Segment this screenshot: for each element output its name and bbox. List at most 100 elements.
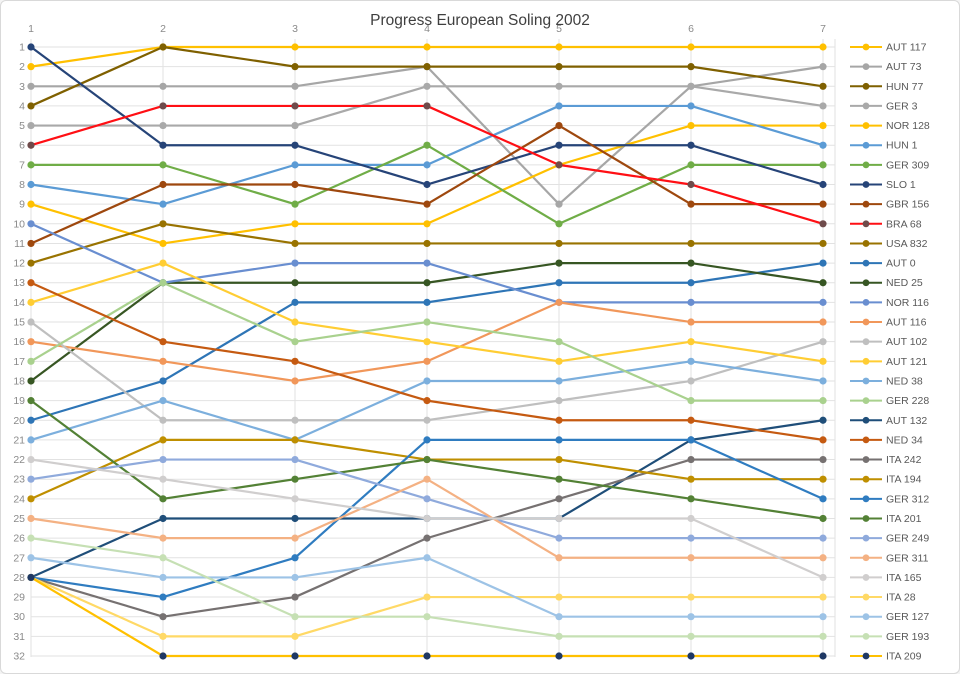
data-point-marker [555, 43, 563, 51]
series-ger-309 [27, 141, 827, 228]
legend-item-nor-116: NOR 116 [850, 297, 929, 309]
y-tick-label: 6 [19, 140, 25, 152]
legend-item-aut-121: AUT 121 [850, 356, 927, 368]
series-hun-77 [27, 43, 827, 110]
series-ger-228 [27, 279, 827, 405]
legend-item-ita-242: ITA 242 [850, 454, 922, 466]
legend-label: GER 312 [886, 493, 929, 505]
series-ita-165 [27, 455, 827, 582]
data-point-marker [27, 239, 35, 248]
legend-item-bra-68: BRA 68 [850, 218, 922, 230]
data-point-marker [555, 200, 563, 208]
data-point-marker [687, 416, 695, 424]
data-point-marker [555, 455, 563, 464]
legend-label: AUT 117 [886, 42, 927, 54]
legend-label: AUT 0 [886, 258, 916, 270]
legend-label: GER 127 [886, 611, 929, 623]
x-tick-label: 3 [292, 23, 298, 35]
data-point-marker [27, 161, 35, 169]
legend-marker-icon [862, 161, 870, 169]
legend-item-ita-201: ITA 201 [850, 513, 922, 525]
series-ned-38 [27, 357, 827, 444]
legend-label: GER 311 [886, 552, 929, 564]
legend-item-slo-1: SLO 1 [850, 179, 916, 191]
legend-marker-icon [862, 82, 870, 90]
legend: AUT 117 AUT 73 HUN 77 GER 3 NOR 128 HUN 1 GER … [850, 42, 930, 662]
legend-label: NOR 116 [886, 297, 929, 309]
data-point-marker [687, 43, 695, 51]
data-point-marker [687, 180, 695, 189]
data-point-marker [687, 82, 695, 90]
data-point-marker [27, 259, 35, 267]
data-point-marker [291, 632, 299, 640]
data-point-marker [27, 436, 35, 444]
data-point-marker [555, 593, 563, 601]
data-point-marker [819, 377, 827, 385]
data-point-marker [423, 102, 431, 110]
x-tick-label: 1 [28, 23, 34, 35]
legend-item-aut-132: AUT 132 [850, 415, 927, 427]
legend-label: GER 228 [886, 395, 929, 407]
data-point-marker [555, 161, 563, 169]
chart-title: Progress European Soling 2002 [370, 12, 590, 29]
legend-marker-icon [862, 318, 870, 326]
data-point-marker [819, 475, 827, 483]
data-point-marker [159, 357, 167, 365]
data-point-marker [159, 573, 167, 582]
legend-item-aut-102: AUT 102 [850, 336, 927, 348]
legend-marker-icon [862, 554, 870, 562]
data-point-marker [291, 43, 299, 51]
data-point-marker [159, 534, 167, 542]
data-point-marker [159, 416, 167, 424]
series-ger-311 [27, 475, 827, 562]
data-point-marker [159, 475, 167, 483]
data-point-marker [687, 495, 695, 503]
legend-item-ned-34: NED 34 [850, 434, 923, 446]
y-tick-label: 16 [13, 336, 25, 348]
legend-item-ger-193: GER 193 [850, 631, 929, 643]
data-point-marker [423, 180, 431, 189]
y-tick-label: 26 [13, 533, 25, 545]
data-point-marker [423, 534, 431, 542]
data-point-marker [555, 652, 563, 660]
data-point-marker [291, 279, 299, 287]
data-point-marker [159, 200, 167, 208]
data-point-marker [819, 632, 827, 640]
legend-marker-icon [862, 593, 870, 601]
data-point-marker [687, 397, 695, 405]
legend-label: SLO 1 [886, 179, 916, 191]
y-tick-label: 22 [13, 454, 25, 466]
data-point-marker [291, 554, 299, 562]
legend-label: GER 249 [886, 533, 929, 545]
series-lines [27, 43, 827, 660]
legend-marker-icon [862, 397, 870, 405]
y-tick-label: 30 [13, 611, 25, 623]
series-ita-201 [27, 397, 827, 523]
series-ita-209 [27, 573, 827, 660]
data-point-marker [687, 436, 695, 444]
data-point-marker [423, 161, 431, 169]
y-tick-label: 21 [13, 434, 25, 446]
data-point-marker [819, 121, 827, 130]
legend-label: NOR 128 [886, 120, 930, 132]
data-point-marker [423, 357, 431, 365]
data-point-marker [555, 436, 563, 444]
data-point-marker [687, 554, 695, 562]
data-point-marker [423, 593, 431, 601]
y-tick-label: 1 [19, 42, 25, 54]
x-axis-labels: 1 2 3 4 5 6 7 [28, 23, 826, 35]
data-point-marker [687, 377, 695, 385]
legend-item-ned-25: NED 25 [850, 277, 923, 289]
legend-item-ned-38: NED 38 [850, 375, 923, 387]
data-point-marker [159, 436, 167, 444]
legend-label: NED 38 [886, 375, 923, 387]
data-point-marker [423, 279, 431, 287]
data-point-marker [555, 397, 563, 405]
data-point-marker [291, 436, 299, 444]
data-point-marker [687, 63, 695, 71]
y-tick-label: 5 [19, 120, 25, 132]
legend-marker-icon [862, 613, 870, 621]
data-point-marker [291, 534, 299, 542]
data-point-marker [291, 220, 299, 228]
data-point-marker [819, 102, 827, 110]
